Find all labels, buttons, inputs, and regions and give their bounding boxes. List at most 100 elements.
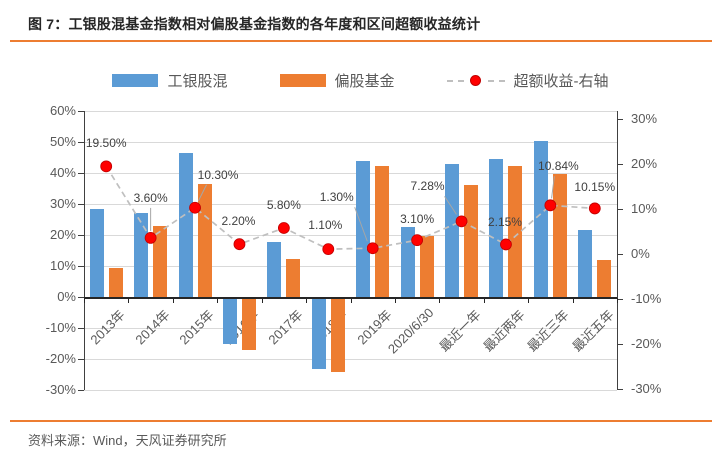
excess-return-dot-10 bbox=[544, 199, 557, 212]
bar-equity-11 bbox=[597, 260, 612, 297]
left-axis-label: 30% bbox=[49, 196, 76, 211]
right-axis-tick bbox=[617, 254, 623, 256]
excess-return-dot-3 bbox=[233, 238, 246, 251]
left-axis-label: 50% bbox=[49, 134, 76, 149]
right-axis-label: -10% bbox=[631, 291, 662, 307]
legend-item-icbc-index: 工银股混 bbox=[112, 70, 228, 91]
category-boundary-tick bbox=[84, 298, 85, 303]
h-gridline bbox=[84, 235, 617, 236]
bar-equity-5 bbox=[330, 298, 345, 372]
legend-label: 超额收益-右轴 bbox=[513, 73, 609, 90]
excess-value-label-1: 3.60% bbox=[133, 190, 168, 205]
right-axis-label: -20% bbox=[631, 336, 662, 352]
left-axis-label: 60% bbox=[49, 103, 76, 118]
excess-value-label-11: 10.15% bbox=[574, 180, 616, 195]
left-axis-tick bbox=[78, 266, 84, 267]
left-axis-label: -30% bbox=[45, 382, 76, 397]
left-axis-label: 0% bbox=[57, 289, 76, 304]
bar-equity-4 bbox=[286, 258, 301, 297]
bar-icbc-3 bbox=[222, 298, 237, 344]
excess-value-label-4: 5.80% bbox=[266, 198, 301, 212]
h-gridline bbox=[84, 204, 617, 205]
category-boundary-tick bbox=[350, 298, 352, 303]
left-axis-tick bbox=[78, 111, 84, 112]
left-axis-tick bbox=[78, 235, 84, 236]
h-gridline bbox=[84, 111, 617, 112]
right-axis-tick bbox=[617, 164, 623, 166]
excess-return-dot-0 bbox=[100, 160, 113, 173]
h-gridline bbox=[84, 328, 617, 329]
right-axis-label: 0% bbox=[631, 246, 650, 262]
label-leader-line-10 bbox=[551, 176, 555, 199]
orange-bar-swatch-icon bbox=[279, 74, 326, 87]
left-axis-label: -10% bbox=[45, 320, 76, 335]
bar-icbc-9 bbox=[489, 158, 504, 297]
bar-icbc-7 bbox=[400, 226, 415, 297]
right-axis-label: 20% bbox=[631, 156, 658, 172]
label-leader-line-8 bbox=[444, 196, 457, 215]
category-boundary-tick bbox=[572, 298, 574, 303]
bar-equity-7 bbox=[419, 236, 434, 297]
bar-icbc-11 bbox=[578, 229, 593, 297]
left-axis-tick bbox=[78, 390, 84, 391]
bar-icbc-4 bbox=[267, 241, 282, 297]
blue-bar-swatch-icon bbox=[112, 74, 159, 87]
excess-return-dot-11 bbox=[588, 202, 601, 215]
legend-label: 偏股基金 bbox=[334, 73, 395, 90]
category-boundary-tick bbox=[217, 298, 219, 303]
bar-icbc-0 bbox=[89, 208, 104, 297]
bar-equity-9 bbox=[508, 165, 523, 297]
excess-value-label-8: 7.28% bbox=[410, 179, 445, 194]
bar-icbc-10 bbox=[533, 140, 548, 297]
category-boundary-tick bbox=[617, 298, 618, 303]
right-axis-line bbox=[617, 111, 618, 390]
bar-icbc-8 bbox=[445, 163, 460, 297]
category-boundary-tick bbox=[306, 298, 308, 303]
bar-icbc-2 bbox=[178, 152, 193, 297]
left-axis-tick bbox=[78, 173, 84, 174]
excess-return-dot-9 bbox=[500, 238, 512, 251]
left-axis-label: 40% bbox=[49, 165, 76, 180]
bar-equity-8 bbox=[464, 185, 479, 297]
bar-equity-1 bbox=[153, 225, 168, 297]
category-boundary-tick bbox=[483, 298, 485, 303]
left-axis-tick bbox=[78, 359, 84, 360]
title-divider bbox=[10, 40, 712, 42]
right-axis-tick bbox=[617, 209, 623, 211]
right-axis-tick bbox=[617, 344, 623, 346]
dashed-line-marker-icon bbox=[446, 74, 505, 87]
legend-item-equity-fund-index: 偏股基金 bbox=[279, 70, 395, 91]
right-axis-tick bbox=[617, 389, 623, 391]
category-boundary-tick bbox=[172, 298, 174, 303]
bar-equity-10 bbox=[552, 173, 567, 297]
left-axis-line bbox=[84, 111, 85, 390]
category-boundary-tick bbox=[261, 298, 263, 303]
label-leader-line-2 bbox=[198, 184, 207, 201]
figure-title: 图 7：工银股混基金指数相对偏股基金指数的各年度和区间超额收益统计 bbox=[28, 16, 481, 32]
left-axis-label: 10% bbox=[49, 258, 76, 273]
chart-legend: 工银股混 偏股基金 超额收益-右轴 bbox=[0, 70, 721, 91]
bar-equity-3 bbox=[241, 298, 256, 350]
excess-return-dot-8 bbox=[455, 215, 468, 228]
category-boundary-tick bbox=[394, 298, 396, 303]
right-axis-label: 30% bbox=[631, 111, 658, 127]
source-note: 资料来源：Wind，天风证券研究所 bbox=[28, 433, 227, 448]
excess-return-dot-1 bbox=[144, 232, 157, 244]
plot-area: 60% 50% 40% 30% 20% 10% 0% -10% -20% -30% 30% 20% 10… bbox=[46, 103, 662, 397]
excess-value-label-5: 1.10% bbox=[308, 218, 343, 233]
bar-icbc-1 bbox=[134, 213, 149, 297]
excess-return-dot-6 bbox=[366, 242, 379, 255]
category-boundary-tick bbox=[439, 298, 441, 303]
right-axis-label: 10% bbox=[631, 201, 658, 217]
excess-return-dashed-line bbox=[105, 165, 595, 251]
excess-return-dot-4 bbox=[277, 222, 290, 234]
excess-value-label-0: 19.50% bbox=[85, 136, 127, 151]
left-axis-tick bbox=[78, 142, 84, 143]
left-axis-label: -20% bbox=[45, 351, 76, 366]
right-axis-tick bbox=[617, 299, 623, 301]
excess-value-label-2: 10.30% bbox=[197, 167, 239, 182]
excess-value-label-9: 2.15% bbox=[487, 215, 522, 230]
bar-equity-6 bbox=[375, 165, 390, 297]
bar-equity-0 bbox=[108, 267, 123, 297]
bar-icbc-5 bbox=[311, 298, 326, 370]
